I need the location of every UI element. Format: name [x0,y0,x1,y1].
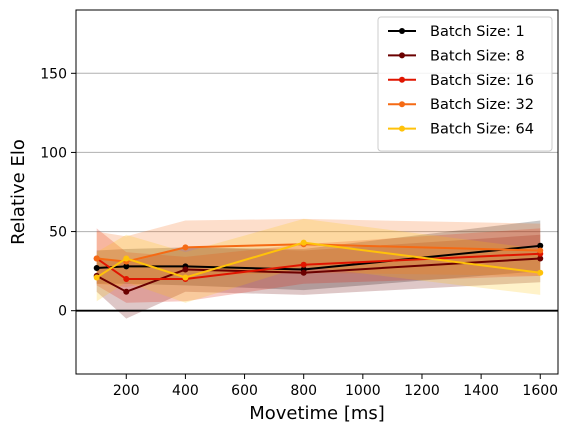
x-tick-label: 1600 [522,383,558,399]
y-tick-label: 0 [58,304,67,320]
plot-frame [75,9,559,375]
data-point [537,255,544,262]
legend-swatch-marker [399,76,405,83]
data-point [123,263,130,270]
data-point [300,269,307,276]
legend-box [377,16,553,152]
legend: Batch Size: 1 Batch Size: 8 Batch Size: 16… [377,16,553,152]
x-tick-label: 600 [231,383,258,399]
y-tick-label: 100 [40,145,67,161]
x-tick-label: 1000 [345,383,381,399]
data-point [537,247,544,254]
legend-swatch-marker [399,125,405,132]
data-point [93,255,100,262]
data-point [123,255,130,262]
legend-entry-label: Batch Size: 8 [430,48,525,64]
confidence-band [96,218,541,303]
legend-entry-label: Batch Size: 16 [430,73,534,89]
legend-swatch-marker [399,52,405,59]
x-axis-label: Movetime [ms] [249,403,385,424]
data-point [300,261,307,268]
confidence-band [96,234,541,319]
y-axis-ticks: 0 50 100 150 [40,66,76,320]
x-tick-label: 400 [172,383,199,399]
x-tick-label: 1400 [463,383,499,399]
x-axis-ticks: 200 400 600 800 1000 1200 1400 1600 [113,374,558,399]
y-tick-label: 150 [40,66,67,82]
data-point [300,239,307,246]
data-point [123,288,130,295]
confidence-band [96,220,541,291]
data-point [182,266,189,273]
data-point [537,242,544,249]
legend-swatch-marker [399,101,405,108]
data-point [182,274,189,281]
y-tick-label: 50 [49,225,67,241]
data-point [182,244,189,251]
data-point [537,269,544,276]
data-point [123,276,130,283]
legend-swatch-marker [399,28,405,34]
x-tick-label: 200 [113,383,140,399]
legend-entry-label: Batch Size: 1 [430,24,525,40]
legend-entry-label: Batch Size: 32 [430,97,534,113]
data-point [93,264,100,271]
legend-entry-label: Batch Size: 64 [430,122,534,138]
series-lines [93,239,544,295]
data-point [93,274,100,281]
x-tick-label: 1200 [404,383,440,399]
y-axis-label: Relative Elo [8,139,29,245]
x-tick-label: 800 [290,383,317,399]
